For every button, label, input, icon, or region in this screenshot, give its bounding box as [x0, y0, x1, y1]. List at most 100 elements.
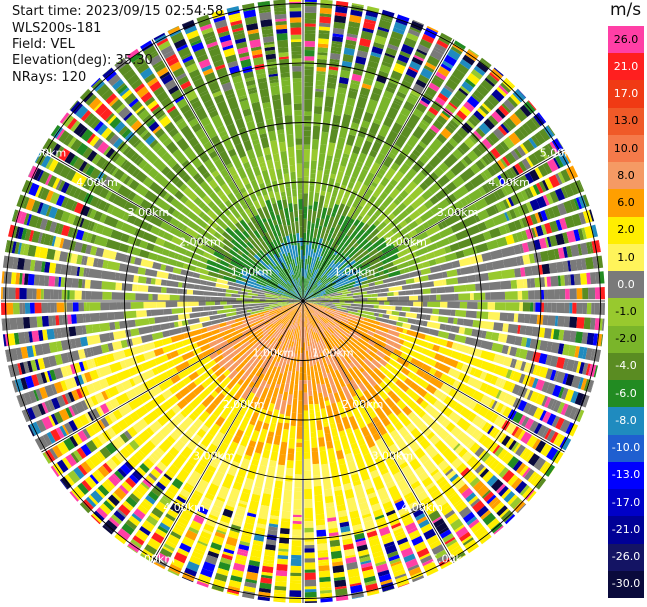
- range-gate: [508, 132, 521, 146]
- range-gate: [568, 165, 579, 179]
- range-gate: [144, 544, 158, 556]
- range-gate: [143, 398, 159, 412]
- range-gate: [309, 228, 314, 242]
- range-gate: [17, 227, 24, 240]
- radar-ray: [305, 88, 527, 299]
- range-gate: [33, 274, 40, 286]
- range-gate: [381, 195, 394, 208]
- range-gate: [578, 362, 585, 374]
- range-gate: [307, 327, 311, 340]
- range-gate: [307, 220, 311, 230]
- range-gate: [65, 407, 73, 419]
- range-gate: [487, 311, 501, 321]
- range-gate: [212, 310, 218, 315]
- range-gate: [157, 229, 166, 238]
- range-gate: [376, 519, 388, 530]
- range-gate: [146, 77, 159, 87]
- range-gate: [293, 509, 302, 515]
- range-gate: [276, 348, 284, 363]
- range-gate: [406, 473, 419, 486]
- range-gate: [419, 553, 431, 560]
- range-gate: [403, 334, 416, 343]
- range-gate: [282, 253, 288, 262]
- range-gate: [417, 74, 430, 84]
- range-gate: [114, 321, 120, 330]
- range-gate: [163, 543, 175, 552]
- range-gate: [240, 341, 251, 350]
- range-gate: [519, 302, 523, 312]
- range-gate: [304, 591, 317, 598]
- range-gate: [288, 303, 293, 306]
- range-gate: [420, 130, 436, 146]
- range-gate: [536, 339, 542, 350]
- range-gate: [152, 125, 162, 134]
- range-gate: [486, 440, 499, 453]
- range-gate: [120, 159, 128, 168]
- range-gate: [331, 355, 340, 367]
- range-gate: [319, 320, 327, 329]
- range-gate: [291, 288, 301, 299]
- range-gate: [28, 214, 39, 228]
- range-gate: [103, 519, 118, 533]
- range-gate: [340, 285, 354, 291]
- range-gate: [278, 543, 289, 550]
- range-gate: [150, 452, 160, 462]
- range-gate: [331, 362, 338, 371]
- range-gate: [409, 210, 421, 221]
- range-gate: [329, 269, 341, 279]
- range-gate: [372, 550, 384, 558]
- range-gate: [338, 328, 350, 338]
- range-gate: [549, 141, 559, 154]
- range-gate: [365, 301, 380, 305]
- range-gate: [395, 95, 405, 102]
- radar-ray: [79, 303, 301, 514]
- range-gate: [336, 364, 343, 373]
- range-gate: [427, 301, 441, 308]
- range-gate: [221, 352, 228, 358]
- range-gate: [269, 381, 276, 391]
- range-gate: [438, 316, 449, 323]
- range-gate: [330, 550, 343, 560]
- range-gate: [331, 189, 339, 198]
- range-gate: [428, 128, 437, 136]
- range-gate: [310, 324, 315, 333]
- range-gate: [171, 163, 181, 172]
- range-gate: [304, 291, 308, 299]
- range-gate: [305, 301, 319, 307]
- range-gate: [185, 90, 198, 102]
- range-gate: [467, 302, 478, 310]
- range-gate: [489, 459, 500, 470]
- range-gate: [546, 341, 553, 353]
- range-gate: [208, 81, 220, 92]
- range-gate: [326, 307, 336, 312]
- range-gate: [4, 333, 9, 347]
- range-gate: [93, 510, 105, 522]
- range-gate: [137, 284, 149, 292]
- range-gate: [476, 84, 490, 97]
- range-gate: [195, 107, 208, 121]
- range-gate: [384, 301, 390, 305]
- range-gate: [111, 181, 122, 193]
- range-gate: [86, 383, 96, 395]
- range-gate: [383, 230, 395, 241]
- range-gate: [543, 289, 548, 300]
- range-gate: [235, 413, 244, 422]
- range-gate: [350, 379, 356, 385]
- range-gate: [224, 504, 235, 512]
- range-gate: [370, 371, 383, 385]
- range-gate: [257, 195, 266, 208]
- range-gate: [502, 199, 510, 209]
- range-gate: [472, 415, 484, 428]
- range-gate: [176, 137, 190, 152]
- radar-ray: [305, 302, 564, 464]
- range-gate: [272, 377, 278, 383]
- range-gate: [388, 36, 402, 48]
- range-gate: [103, 146, 112, 156]
- range-gate: [357, 549, 370, 557]
- range-gate: [468, 117, 478, 127]
- range-gate: [549, 369, 557, 381]
- range-gate: [80, 205, 91, 217]
- range-gate: [349, 14, 362, 24]
- range-gate: [61, 289, 68, 300]
- range-gate: [399, 461, 409, 470]
